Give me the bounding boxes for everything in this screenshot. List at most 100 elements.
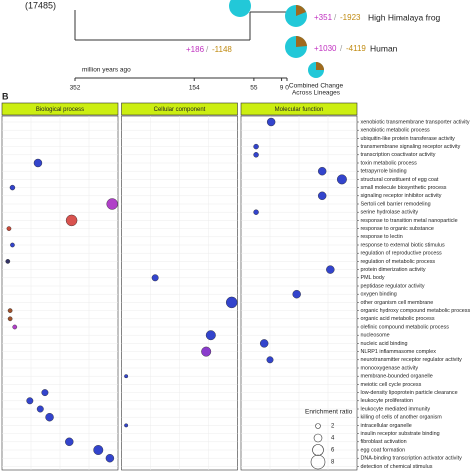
- dot: [65, 214, 78, 227]
- y-tick-label: xenobiotic transmembrane transporter act…: [361, 119, 470, 125]
- dot: [26, 397, 34, 405]
- combined-label: Combined Change: [289, 83, 344, 90]
- dot: [10, 242, 15, 248]
- y-tick-label: organic acid metabolic process: [361, 316, 435, 322]
- y-tick-label: meiotic cell cycle process: [361, 382, 422, 388]
- pies: [229, 0, 324, 78]
- dot: [151, 274, 159, 282]
- y-tick-label: fibroblast activation: [361, 439, 407, 445]
- y-tick-label: olefinic compound metabolic process: [361, 324, 450, 330]
- dot: [124, 374, 129, 379]
- y-tick-label: Sertoli cell barrier remodeling: [361, 201, 431, 207]
- y-tick-label: toxin metabolic process: [361, 160, 418, 166]
- y-tick-label: serine hydrolase activity: [361, 210, 419, 216]
- legend-dot: [310, 454, 326, 470]
- legend-label: 2: [331, 424, 335, 430]
- y-tick-label: detection of chemical stimulus: [361, 464, 433, 470]
- y-tick-label: PML body: [361, 275, 385, 281]
- y-tick-label: transcription coactivator activity: [361, 152, 436, 158]
- dot: [318, 191, 327, 201]
- facet-title: Molecular function: [275, 107, 324, 113]
- y-tick-label: response to lectin: [361, 234, 403, 240]
- dot: [7, 316, 13, 322]
- tick-label: 352: [70, 85, 81, 92]
- y-tick-label: nucleic acid binding: [361, 341, 408, 347]
- y-tick-label: xenobiotic metabolic process: [361, 128, 431, 134]
- dot: [106, 198, 118, 210]
- dot: [93, 445, 104, 455]
- combined-label: Across Lineages: [292, 90, 341, 97]
- tick-label: 55: [250, 85, 258, 92]
- dot: [253, 209, 259, 215]
- dot: [45, 413, 54, 422]
- legend-dot: [315, 423, 321, 429]
- y-tick-label: DNA-binding transcription activator acti…: [361, 456, 463, 462]
- dot: [260, 339, 269, 348]
- lineage-name: High Himalaya frog: [368, 12, 441, 22]
- legend-dot: [313, 433, 323, 443]
- y-tick-label: neurotransmitter receptor regulator acti…: [361, 357, 463, 363]
- dot: [205, 330, 216, 341]
- tick-label: 9: [280, 85, 284, 92]
- dot: [6, 226, 12, 231]
- dot: [253, 143, 259, 150]
- facet-title: Biological process: [36, 107, 84, 113]
- facet-strip: [1, 102, 119, 116]
- dot: [9, 184, 16, 191]
- dot: [266, 117, 276, 127]
- y-tick-label: structural constituent of egg coat: [361, 177, 439, 183]
- y-tick-label: regulation of metabolic process: [361, 259, 436, 265]
- pie-slice: [296, 35, 307, 47]
- y-tick-label: intracellular organelle: [361, 423, 412, 429]
- separator: /: [334, 13, 337, 22]
- y-tick-label: regulation of reproductive process: [361, 251, 443, 257]
- dot: [36, 405, 44, 413]
- y-tick-label: response to external biotic stimulus: [361, 242, 445, 248]
- y-tick-label: ubiquitin-like protein transferase activ…: [361, 136, 456, 142]
- y-tick-label: leukocyte mediated immunity: [361, 406, 431, 412]
- dot: [12, 324, 18, 330]
- separator: /: [340, 44, 343, 53]
- y-tick-label: leukocyte proliferation: [361, 398, 413, 404]
- gain-label: +1030: [314, 44, 337, 53]
- tick-label: 154: [189, 85, 200, 92]
- pie: [229, 0, 251, 17]
- y-tick-label: transmembrane signaling receptor activit…: [361, 144, 461, 150]
- y-tick-label: membrane-bounded organelle: [361, 374, 433, 380]
- dot: [7, 308, 13, 313]
- legend-title: Enrichment ratio: [305, 409, 353, 416]
- y-tick-label: NLRP1 inflammasome complex: [361, 349, 437, 355]
- tick-label: 0: [285, 85, 289, 92]
- dot: [326, 265, 335, 274]
- tree: [74, 10, 290, 41]
- dot: [5, 259, 11, 264]
- y-tick-label: organic hydroxy compound metabolic proce…: [361, 308, 471, 314]
- legend-label: 4: [331, 436, 335, 442]
- loss-label: -4119: [346, 44, 366, 53]
- y-tick-label: protein dimerization activity: [361, 267, 426, 273]
- separator: /: [206, 45, 209, 54]
- y-tick-label: low-density lipoprotein particle clearan…: [361, 390, 458, 396]
- gain-label: +351: [314, 13, 333, 22]
- legend-dot: [312, 444, 324, 456]
- legend-label: 6: [331, 448, 335, 454]
- y-tick-label: monooxygenase activity: [361, 365, 419, 371]
- dot: [41, 389, 49, 397]
- root-count: (17485): [25, 0, 56, 10]
- y-tick-label: oxygen binding: [361, 292, 397, 298]
- facet-title: Cellular component: [154, 107, 206, 113]
- dot: [33, 158, 43, 168]
- dot: [318, 166, 327, 176]
- dot: [105, 454, 115, 463]
- y-tick-label: response to organic substance: [361, 226, 434, 232]
- y-tick-label: insulin receptor substrate binding: [361, 431, 440, 437]
- facet-strip: [240, 102, 358, 116]
- facet-strip: [121, 102, 238, 116]
- pie-slice: [316, 62, 324, 70]
- dot: [266, 356, 274, 364]
- dot: [225, 296, 238, 309]
- y-tick-label: other organism cell membrane: [361, 300, 434, 306]
- lineage-name: Human: [370, 43, 398, 53]
- loss-label: -1923: [340, 13, 361, 22]
